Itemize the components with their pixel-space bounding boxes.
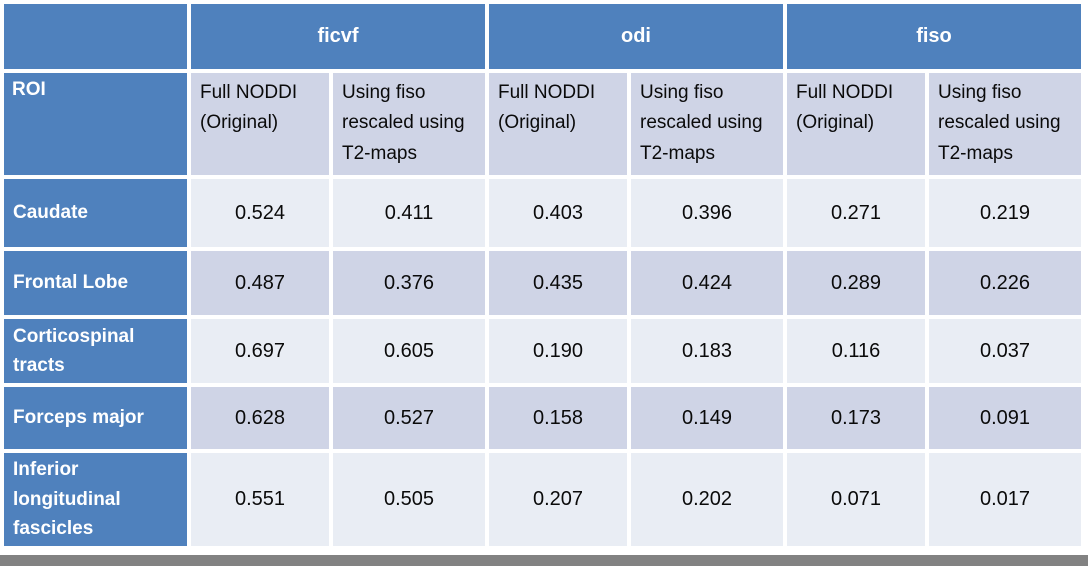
roi-cell: Corticospinal tracts xyxy=(4,319,187,383)
table-row-inferior-longitudinal-fascicles: Inferior longitudinal fascicles 0.551 0.… xyxy=(4,453,1081,546)
table-row-corticospinal-tracts: Corticospinal tracts 0.697 0.605 0.190 0… xyxy=(4,319,1081,383)
value-cell: 0.487 xyxy=(191,251,329,315)
sub-header-fiso-rescaled: Using fiso rescaled using T2-maps xyxy=(929,73,1081,175)
bottom-gray-bar xyxy=(0,555,1088,566)
value-cell: 0.149 xyxy=(631,387,783,449)
group-header-row: ficvf odi fiso xyxy=(4,4,1081,69)
value-cell: 0.071 xyxy=(787,453,925,546)
value-cell: 0.289 xyxy=(787,251,925,315)
sub-header-fiso-full: Full NODDI (Original) xyxy=(787,73,925,175)
group-header-fiso: fiso xyxy=(787,4,1081,69)
sub-header-odi-full: Full NODDI (Original) xyxy=(489,73,627,175)
value-cell: 0.505 xyxy=(333,453,485,546)
value-cell: 0.271 xyxy=(787,179,925,247)
group-header-ficvf: ficvf xyxy=(191,4,485,69)
value-cell: 0.037 xyxy=(929,319,1081,383)
value-cell: 0.424 xyxy=(631,251,783,315)
sub-header-ficvf-rescaled: Using fiso rescaled using T2-maps xyxy=(333,73,485,175)
roi-header-cell: ROI xyxy=(4,73,187,175)
table-row-forceps-major: Forceps major 0.628 0.527 0.158 0.149 0.… xyxy=(4,387,1081,449)
value-cell: 0.527 xyxy=(333,387,485,449)
value-cell: 0.628 xyxy=(191,387,329,449)
sub-header-odi-rescaled: Using fiso rescaled using T2-maps xyxy=(631,73,783,175)
value-cell: 0.207 xyxy=(489,453,627,546)
value-cell: 0.202 xyxy=(631,453,783,546)
roi-cell: Inferior longitudinal fascicles xyxy=(4,453,187,546)
value-cell: 0.173 xyxy=(787,387,925,449)
value-cell: 0.697 xyxy=(191,319,329,383)
value-cell: 0.183 xyxy=(631,319,783,383)
value-cell: 0.219 xyxy=(929,179,1081,247)
value-cell: 0.017 xyxy=(929,453,1081,546)
value-cell: 0.605 xyxy=(333,319,485,383)
value-cell: 0.376 xyxy=(333,251,485,315)
sub-header-ficvf-full: Full NODDI (Original) xyxy=(191,73,329,175)
value-cell: 0.551 xyxy=(191,453,329,546)
noddi-metrics-table: ficvf odi fiso ROI Full NODDI (Original)… xyxy=(4,4,1081,546)
corner-cell xyxy=(4,4,187,69)
table-row-frontal-lobe: Frontal Lobe 0.487 0.376 0.435 0.424 0.2… xyxy=(4,251,1081,315)
value-cell: 0.435 xyxy=(489,251,627,315)
value-cell: 0.190 xyxy=(489,319,627,383)
group-header-odi: odi xyxy=(489,4,783,69)
value-cell: 0.091 xyxy=(929,387,1081,449)
table-row-caudate: Caudate 0.524 0.411 0.403 0.396 0.271 0.… xyxy=(4,179,1081,247)
value-cell: 0.403 xyxy=(489,179,627,247)
value-cell: 0.116 xyxy=(787,319,925,383)
roi-cell: Forceps major xyxy=(4,387,187,449)
value-cell: 0.411 xyxy=(333,179,485,247)
roi-cell: Caudate xyxy=(4,179,187,247)
value-cell: 0.226 xyxy=(929,251,1081,315)
value-cell: 0.396 xyxy=(631,179,783,247)
value-cell: 0.524 xyxy=(191,179,329,247)
sub-header-row: ROI Full NODDI (Original) Using fiso res… xyxy=(4,73,1081,175)
roi-cell: Frontal Lobe xyxy=(4,251,187,315)
value-cell: 0.158 xyxy=(489,387,627,449)
